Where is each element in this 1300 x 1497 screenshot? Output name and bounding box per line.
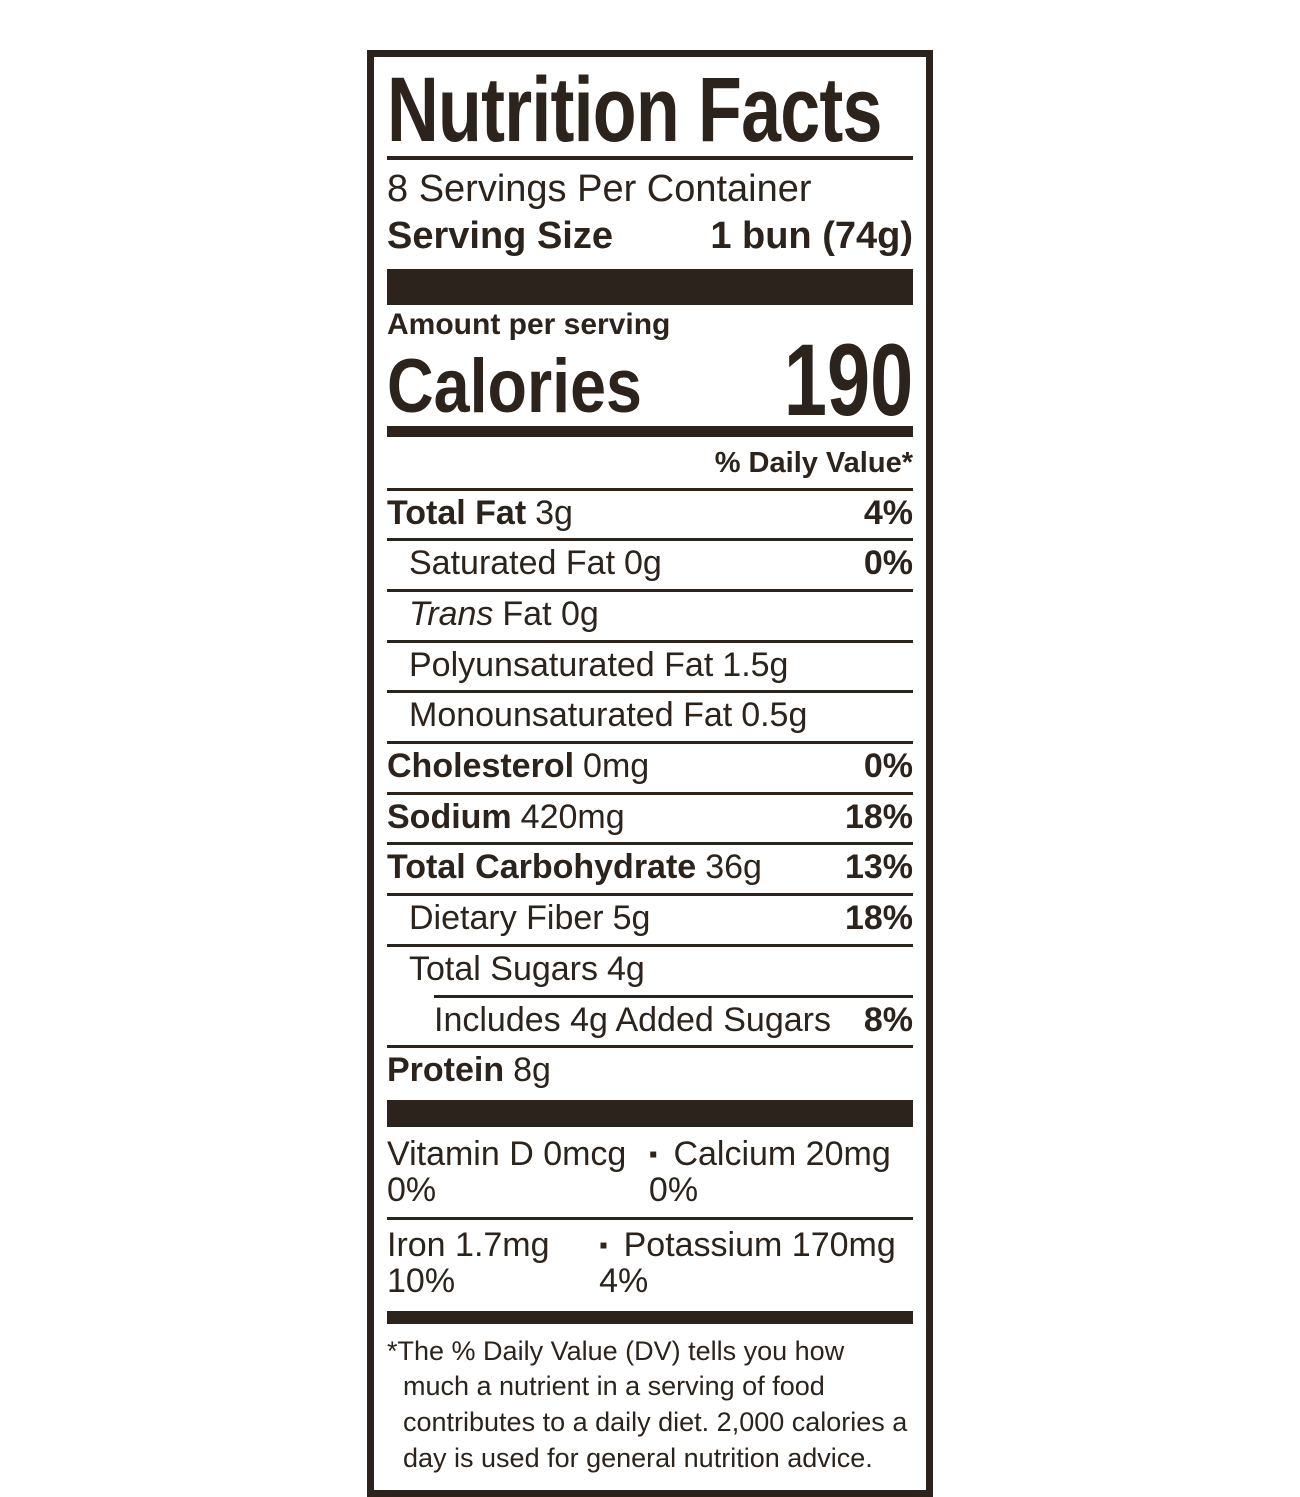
- nutrient-row-polyunsaturated-fat: Polyunsaturated Fat 1.5g: [387, 643, 913, 691]
- nutrient-row-total-carbohydrate: Total Carbohydrate 36g 13%: [387, 845, 913, 893]
- row-divider: [387, 791, 913, 795]
- nutrition-facts-label: Nutrition Facts 8 Servings Per Container…: [367, 50, 933, 1497]
- nutrient-amount: 0mg: [583, 747, 650, 786]
- nutrient-name: Protein: [387, 1051, 505, 1090]
- serving-size-label: Serving Size: [387, 215, 613, 258]
- nutrient-name: Polyunsaturated Fat: [409, 645, 714, 684]
- row-divider: [387, 639, 913, 643]
- nutrient-amount: 0g: [624, 544, 662, 583]
- amount-per-serving-label: Amount per serving: [387, 307, 671, 341]
- section-divider-bar-thick: [387, 1099, 913, 1127]
- daily-value-footnote: *The % Daily Value (DV) tells you how mu…: [387, 1334, 913, 1477]
- section-divider-bar-medium: [387, 1310, 913, 1324]
- nutrient-row-cholesterol: Cholesterol 0mg 0%: [387, 744, 913, 792]
- nutrient-amount: 4g: [607, 949, 645, 988]
- footnote-asterisk: *: [387, 1335, 398, 1366]
- micronutrient-left: Iron 1.7mg 10%: [387, 1226, 550, 1300]
- row-divider: [387, 690, 913, 694]
- nutrient-name: Total Fat: [387, 493, 527, 532]
- nutrient-amount: 5g: [612, 899, 651, 938]
- section-divider-bar-thick: [387, 268, 913, 305]
- nutrient-dv: 8%: [863, 1000, 913, 1039]
- nutrient-row-added-sugars: Includes 4g Added Sugars 8%: [387, 998, 913, 1046]
- row-divider: [387, 589, 913, 593]
- nutrient-row-protein: Protein 8g: [387, 1048, 913, 1096]
- label-title: Nutrition Facts: [387, 59, 882, 161]
- footnote-text: The % Daily Value (DV) tells you how muc…: [397, 1335, 908, 1473]
- nutrient-name: Dietary Fiber: [409, 899, 604, 938]
- nutrient-dv: 0%: [863, 747, 913, 786]
- nutrient-name: Total Carbohydrate: [387, 848, 697, 887]
- micronutrient-right: Calcium 20mg 0%: [648, 1134, 891, 1209]
- nutrient-amount: 8g: [513, 1051, 551, 1090]
- nutrient-name: Saturated Fat: [409, 544, 616, 583]
- row-divider: [387, 842, 913, 846]
- nutrient-name: Cholesterol: [387, 747, 575, 786]
- micronutrient-left: Vitamin D 0mcg 0%: [387, 1134, 627, 1209]
- serving-size-value: 1 bun (74g): [710, 215, 913, 258]
- nutrient-row-total-sugars: Total Sugars 4g: [387, 947, 913, 995]
- calories-row: Calories 190: [387, 323, 913, 438]
- nutrient-row-total-fat: Total Fat 3g 4%: [387, 491, 913, 539]
- nutrient-name: Sodium: [387, 797, 512, 836]
- nutrient-dv: 18%: [844, 899, 913, 938]
- nutrient-row-trans-fat: Trans Fat 0g: [387, 592, 913, 640]
- row-divider: [387, 741, 913, 745]
- micronutrient-right: Potassium 170mg 4%: [599, 1226, 896, 1300]
- nutrient-amount: 36g: [705, 848, 762, 887]
- nutrient-amount: 1.5g: [722, 645, 789, 684]
- nutrient-row-saturated-fat: Saturated Fat 0g 0%: [387, 541, 913, 589]
- nutrient-dv: 4%: [863, 493, 913, 532]
- calories-value: 190: [783, 323, 913, 438]
- row-divider: [387, 487, 913, 491]
- nutrient-row-dietary-fiber: Dietary Fiber 5g 18%: [387, 896, 913, 944]
- row-divider: [387, 893, 913, 897]
- title-divider: [387, 156, 913, 161]
- row-divider-indented: [434, 994, 913, 998]
- nutrient-amount: 0.5g: [741, 696, 808, 735]
- nutrient-dv: 0%: [863, 544, 913, 583]
- nutrient-amount: 3g: [535, 493, 573, 532]
- row-divider: [387, 1045, 913, 1049]
- nutrient-name: Includes 4g Added Sugars: [434, 1000, 831, 1039]
- calories-label: Calories: [387, 344, 642, 430]
- nutrient-dv: 18%: [844, 797, 913, 836]
- serving-size-row: Serving Size 1 bun (74g): [387, 214, 913, 260]
- nutrient-name: Monounsaturated Fat: [409, 696, 733, 735]
- section-divider-bar-medium: [387, 425, 913, 437]
- bullet-icon: ▪: [648, 1140, 658, 1168]
- row-divider: [387, 1217, 913, 1221]
- bullet-icon: ▪: [599, 1232, 608, 1260]
- nutrient-dv: 13%: [844, 848, 913, 887]
- nutrient-amount: 420mg: [520, 797, 625, 836]
- nutrient-name: Total Sugars: [409, 949, 598, 988]
- micronutrient-row-2: Iron 1.7mg 10% ▪ Potassium 170mg 4%: [387, 1220, 913, 1308]
- row-divider: [387, 943, 913, 947]
- row-divider: [387, 538, 913, 542]
- nutrient-amount: Fat 0g: [502, 595, 599, 634]
- servings-per-container: 8 Servings Per Container: [387, 168, 812, 211]
- nutrient-row-monounsaturated-fat: Monounsaturated Fat 0.5g: [387, 693, 913, 741]
- nutrient-name: Trans: [409, 595, 494, 634]
- daily-value-header: % Daily Value*: [714, 446, 913, 479]
- nutrient-row-sodium: Sodium 420mg 18%: [387, 795, 913, 843]
- micronutrient-row-1: Vitamin D 0mcg 0% ▪ Calcium 20mg 0%: [387, 1129, 913, 1217]
